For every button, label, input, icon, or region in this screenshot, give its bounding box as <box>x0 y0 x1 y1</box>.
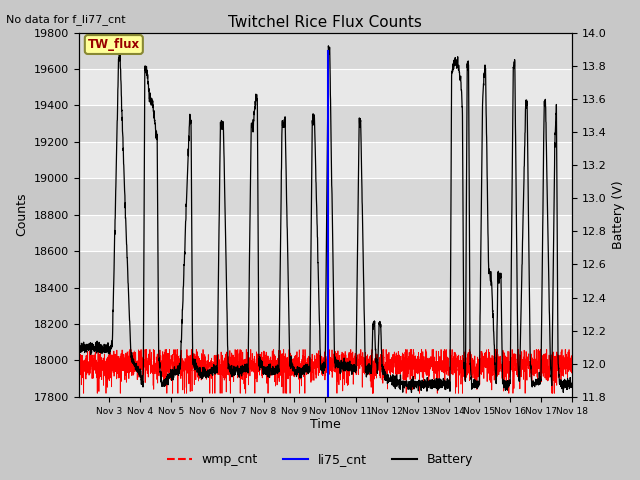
Bar <box>79 288 572 324</box>
Text: No data for f_li77_cnt: No data for f_li77_cnt <box>6 14 126 25</box>
Bar <box>79 142 572 178</box>
Bar <box>79 251 572 288</box>
X-axis label: Time: Time <box>310 419 340 432</box>
Bar <box>79 215 572 251</box>
Text: TW_flux: TW_flux <box>88 38 140 51</box>
Bar <box>79 360 572 397</box>
Bar <box>79 69 572 106</box>
Y-axis label: Counts: Counts <box>15 193 28 237</box>
Bar <box>79 178 572 215</box>
Legend: wmp_cnt, li75_cnt, Battery: wmp_cnt, li75_cnt, Battery <box>162 448 478 471</box>
Bar <box>79 324 572 360</box>
Y-axis label: Battery (V): Battery (V) <box>612 180 625 249</box>
Title: Twitchel Rice Flux Counts: Twitchel Rice Flux Counts <box>228 15 422 30</box>
Bar <box>79 33 572 69</box>
Bar <box>79 106 572 142</box>
